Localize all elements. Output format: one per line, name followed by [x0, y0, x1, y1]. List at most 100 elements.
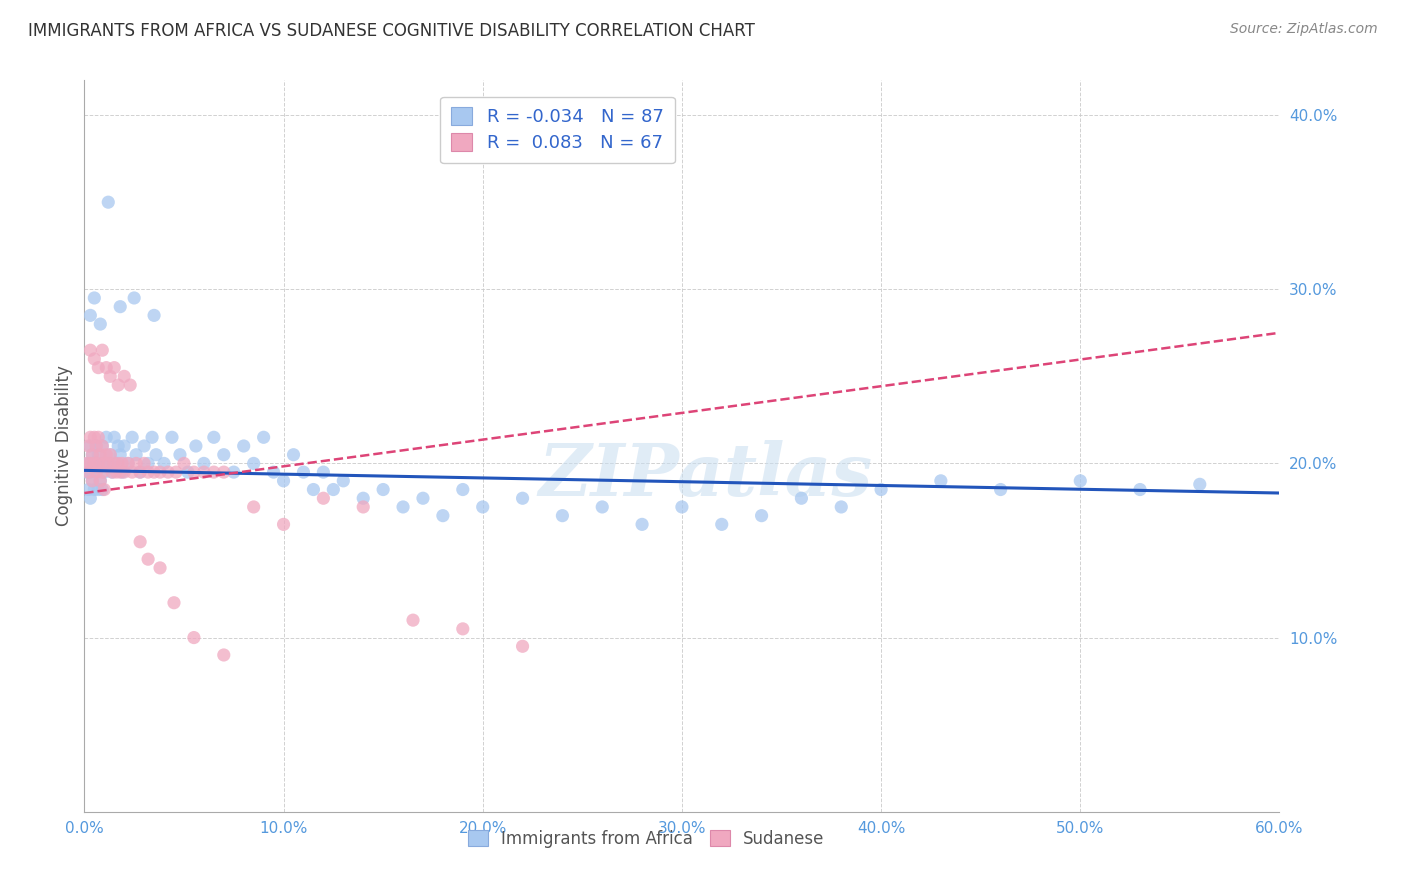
Point — [117, 457, 139, 471]
Point — [83, 457, 105, 471]
Point — [89, 474, 111, 488]
Point — [79, 343, 101, 358]
Point — [129, 465, 152, 479]
Point — [143, 465, 166, 479]
Point — [125, 457, 148, 471]
Point — [87, 430, 110, 444]
Point — [149, 465, 172, 479]
Point — [283, 448, 305, 462]
Point — [145, 448, 167, 462]
Point — [98, 369, 121, 384]
Point — [183, 631, 205, 645]
Point — [91, 439, 114, 453]
Point — [121, 465, 143, 479]
Point — [212, 448, 235, 462]
Point — [97, 457, 120, 471]
Point — [193, 465, 215, 479]
Point — [352, 491, 374, 506]
Point — [830, 500, 852, 514]
Point — [160, 430, 183, 444]
Point — [790, 491, 813, 506]
Y-axis label: Cognitive Disability: Cognitive Disability — [55, 366, 73, 526]
Point — [82, 448, 104, 462]
Point — [117, 457, 139, 471]
Point — [89, 474, 111, 488]
Text: IMMIGRANTS FROM AFRICA VS SUDANESE COGNITIVE DISABILITY CORRELATION CHART: IMMIGRANTS FROM AFRICA VS SUDANESE COGNI… — [28, 22, 755, 40]
Point — [79, 491, 101, 506]
Point — [83, 351, 105, 366]
Point — [136, 552, 159, 566]
Point — [111, 465, 134, 479]
Point — [97, 457, 120, 471]
Point — [87, 360, 110, 375]
Point — [89, 457, 111, 471]
Point — [91, 483, 114, 497]
Point — [870, 483, 893, 497]
Point — [112, 369, 135, 384]
Point — [149, 561, 172, 575]
Point — [120, 378, 142, 392]
Legend: Immigrants from Africa, Sudanese: Immigrants from Africa, Sudanese — [461, 823, 831, 855]
Point — [153, 457, 176, 471]
Point — [101, 465, 124, 479]
Point — [93, 457, 115, 471]
Point — [87, 457, 110, 471]
Point — [332, 474, 354, 488]
Point — [990, 483, 1012, 497]
Point — [302, 483, 325, 497]
Point — [177, 465, 200, 479]
Point — [222, 465, 245, 479]
Point — [93, 483, 115, 497]
Point — [79, 439, 101, 453]
Point — [751, 508, 773, 523]
Point — [232, 439, 254, 453]
Point — [97, 195, 120, 210]
Point — [512, 491, 534, 506]
Point — [402, 613, 425, 627]
Point — [1069, 474, 1091, 488]
Point — [451, 622, 474, 636]
Point — [77, 457, 100, 471]
Point — [312, 465, 335, 479]
Point — [105, 465, 128, 479]
Point — [432, 508, 454, 523]
Point — [107, 457, 129, 471]
Point — [132, 439, 156, 453]
Point — [75, 465, 97, 479]
Point — [253, 430, 276, 444]
Point — [125, 448, 148, 462]
Point — [242, 500, 264, 514]
Point — [82, 474, 104, 488]
Point — [96, 448, 118, 462]
Point — [121, 430, 143, 444]
Point — [710, 517, 733, 532]
Point — [273, 474, 295, 488]
Point — [1188, 477, 1211, 491]
Point — [352, 500, 374, 514]
Point — [591, 500, 613, 514]
Point — [292, 465, 315, 479]
Point — [412, 491, 434, 506]
Point — [93, 457, 115, 471]
Point — [91, 439, 114, 453]
Point — [110, 465, 132, 479]
Point — [165, 465, 187, 479]
Point — [143, 309, 166, 323]
Point — [551, 508, 574, 523]
Point — [312, 491, 335, 506]
Point — [132, 457, 156, 471]
Point — [107, 439, 129, 453]
Point — [79, 465, 101, 479]
Point — [77, 483, 100, 497]
Point — [103, 430, 125, 444]
Point — [169, 448, 191, 462]
Point — [141, 430, 163, 444]
Point — [451, 483, 474, 497]
Point — [101, 465, 124, 479]
Point — [202, 430, 225, 444]
Point — [89, 317, 111, 331]
Point — [103, 457, 125, 471]
Point — [83, 291, 105, 305]
Point — [183, 465, 205, 479]
Point — [242, 457, 264, 471]
